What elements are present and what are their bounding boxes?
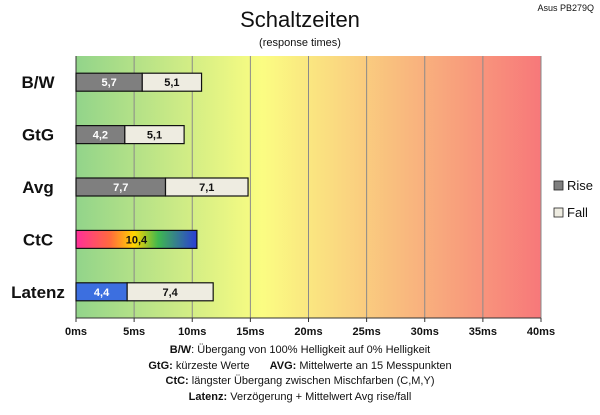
category-label: CtC bbox=[23, 230, 53, 249]
bar-fall-value: 7,4 bbox=[163, 287, 179, 299]
legend-rise-swatch bbox=[553, 180, 564, 191]
device-name: Asus PB279Q bbox=[537, 3, 594, 13]
bar-rise-value: 4,4 bbox=[94, 287, 110, 299]
x-axis-ticks: 0ms 5ms 10ms 15ms 20ms 25ms 30ms 35ms 40ms bbox=[65, 56, 555, 338]
category-label: GtG bbox=[22, 126, 54, 145]
legend-fall-label: Fall bbox=[567, 205, 588, 220]
x-tick-label: 40ms bbox=[527, 326, 555, 338]
bar-ctc bbox=[75, 229, 198, 249]
legend-rise-label: Rise bbox=[567, 178, 593, 193]
footnotes: B/W: Übergang von 100% Helligkeit auf 0%… bbox=[0, 343, 600, 405]
bar-fall bbox=[164, 177, 249, 197]
x-tick-label: 15ms bbox=[236, 326, 264, 338]
category-label: Latenz bbox=[11, 283, 65, 302]
footnote-bw: B/W: Übergang von 100% Helligkeit auf 0%… bbox=[169, 344, 431, 356]
x-tick-label: 30ms bbox=[411, 326, 439, 338]
legend: Rise Fall bbox=[553, 178, 593, 220]
category-label: Avg bbox=[22, 178, 54, 197]
category-labels: B/W GtG Avg CtC Latenz bbox=[11, 73, 65, 302]
bar-rise-value: 4,2 bbox=[93, 130, 108, 142]
bar-fall bbox=[124, 124, 185, 145]
x-tick-label: 10ms bbox=[178, 326, 206, 338]
chart-title: Schaltzeiten bbox=[240, 7, 360, 32]
category-label: B/W bbox=[21, 73, 55, 92]
x-tick-label: 0ms bbox=[65, 326, 87, 338]
chart-subtitle: (response times) bbox=[259, 37, 341, 49]
x-tick-label: 5ms bbox=[123, 326, 145, 338]
bar-fall bbox=[126, 282, 214, 302]
legend-fall-swatch bbox=[553, 207, 564, 218]
bar-rise-value: 7,7 bbox=[113, 182, 128, 194]
bar-ctc-value: 10,4 bbox=[126, 234, 148, 246]
bar-fall-value: 5,1 bbox=[147, 130, 162, 142]
bar-fall-value: 7,1 bbox=[199, 182, 214, 194]
footnote-ctc: CtC: längster Übergang zwischen Mischfar… bbox=[165, 375, 435, 387]
x-tick-label: 35ms bbox=[469, 326, 497, 338]
footnote-gtg-avg: GtG: kürzeste Werte AVG: Mittelwerte an 1… bbox=[148, 359, 452, 372]
bars: 5,7 5,1 4,2 5,1 7,7 7,1 10,4 4,4 7,4 bbox=[75, 72, 249, 302]
bar-fall bbox=[141, 72, 203, 92]
x-tick-label: 25ms bbox=[353, 326, 381, 338]
bar-fall-value: 5,1 bbox=[164, 77, 179, 89]
footnote-latenz: Latenz: Verzögerung + Mittelwert Avg ris… bbox=[188, 390, 412, 403]
x-tick-label: 20ms bbox=[294, 326, 322, 338]
bar-rise-value: 5,7 bbox=[101, 77, 116, 89]
